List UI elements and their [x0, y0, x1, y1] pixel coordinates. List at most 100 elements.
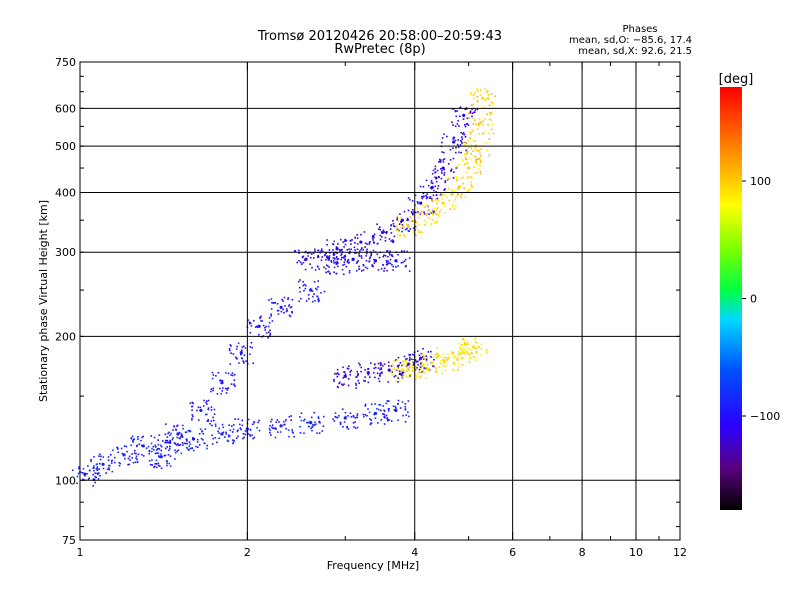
data-point	[247, 433, 249, 435]
data-point	[389, 372, 392, 374]
data-point	[448, 187, 450, 190]
data-point	[411, 353, 414, 356]
data-point	[470, 153, 473, 155]
data-point	[473, 111, 475, 114]
data-point	[337, 265, 339, 268]
chart-title: Tromsø 20120426 20:58:00–20:59:43	[257, 29, 502, 44]
data-point	[446, 178, 449, 181]
data-point	[92, 473, 94, 476]
data-point	[465, 161, 468, 164]
data-point	[270, 315, 272, 317]
data-point	[353, 246, 356, 249]
data-point	[318, 432, 321, 434]
data-point	[237, 435, 239, 438]
data-point	[174, 458, 176, 460]
data-point	[252, 437, 254, 440]
data-point	[344, 373, 347, 375]
data-point	[164, 454, 167, 457]
data-point	[388, 262, 390, 264]
trace	[324, 106, 479, 261]
data-point	[132, 438, 135, 441]
data-point	[374, 417, 377, 420]
data-point	[170, 432, 172, 435]
data-point	[93, 478, 96, 481]
data-point	[475, 351, 478, 353]
data-point	[463, 350, 465, 353]
data-point	[169, 465, 172, 467]
data-point	[356, 237, 359, 240]
data-point	[206, 400, 208, 402]
data-point	[221, 423, 224, 426]
data-point	[442, 352, 445, 355]
data-point	[189, 402, 192, 405]
data-point	[352, 421, 355, 424]
data-point	[333, 240, 335, 243]
data-point	[480, 353, 483, 356]
data-point	[233, 439, 235, 442]
data-point	[160, 445, 163, 448]
data-point	[462, 118, 465, 120]
data-point	[487, 98, 490, 101]
data-point	[274, 436, 277, 439]
data-point	[111, 459, 113, 462]
data-point	[440, 355, 443, 358]
data-point	[484, 88, 486, 90]
data-point	[401, 374, 404, 377]
data-point	[366, 370, 370, 375]
data-point	[465, 171, 468, 173]
data-point	[466, 152, 469, 154]
data-point	[396, 375, 398, 378]
data-point	[475, 160, 478, 163]
data-point	[212, 416, 214, 419]
data-point	[169, 434, 171, 437]
data-point	[221, 380, 224, 382]
data-point	[408, 356, 411, 359]
data-point	[87, 465, 89, 467]
data-point	[491, 123, 494, 125]
data-point	[258, 429, 261, 432]
data-point	[168, 462, 171, 465]
x-tick-label: 8	[579, 546, 586, 559]
data-point	[452, 361, 455, 364]
data-point	[445, 364, 448, 367]
data-point	[471, 186, 474, 188]
data-point	[485, 349, 488, 351]
data-point	[232, 428, 235, 431]
data-point	[99, 462, 101, 465]
data-point	[457, 187, 460, 190]
data-point	[340, 254, 342, 256]
data-point	[206, 447, 208, 450]
data-point	[475, 88, 478, 90]
data-point	[402, 261, 404, 264]
data-point	[464, 142, 467, 145]
data-point	[418, 223, 420, 226]
data-point	[456, 359, 459, 361]
data-point	[340, 383, 343, 386]
data-point	[342, 384, 344, 387]
data-point	[278, 421, 280, 423]
data-point	[297, 249, 300, 252]
data-point	[157, 439, 159, 441]
data-point	[394, 405, 397, 408]
data-point	[148, 452, 151, 455]
data-point	[418, 358, 421, 361]
data-point	[404, 402, 407, 405]
data-point	[411, 366, 413, 369]
data-point	[422, 354, 425, 357]
data-point	[415, 221, 418, 223]
data-point	[414, 366, 417, 369]
data-point	[465, 108, 468, 110]
data-point	[365, 255, 367, 257]
data-point	[469, 110, 472, 113]
data-point	[391, 373, 394, 376]
data-point	[154, 444, 156, 447]
data-point	[407, 209, 410, 212]
data-point	[418, 213, 420, 215]
data-point	[271, 320, 274, 322]
data-point	[344, 238, 346, 241]
data-point	[258, 419, 260, 422]
data-point	[431, 182, 434, 185]
data-point	[249, 353, 251, 356]
